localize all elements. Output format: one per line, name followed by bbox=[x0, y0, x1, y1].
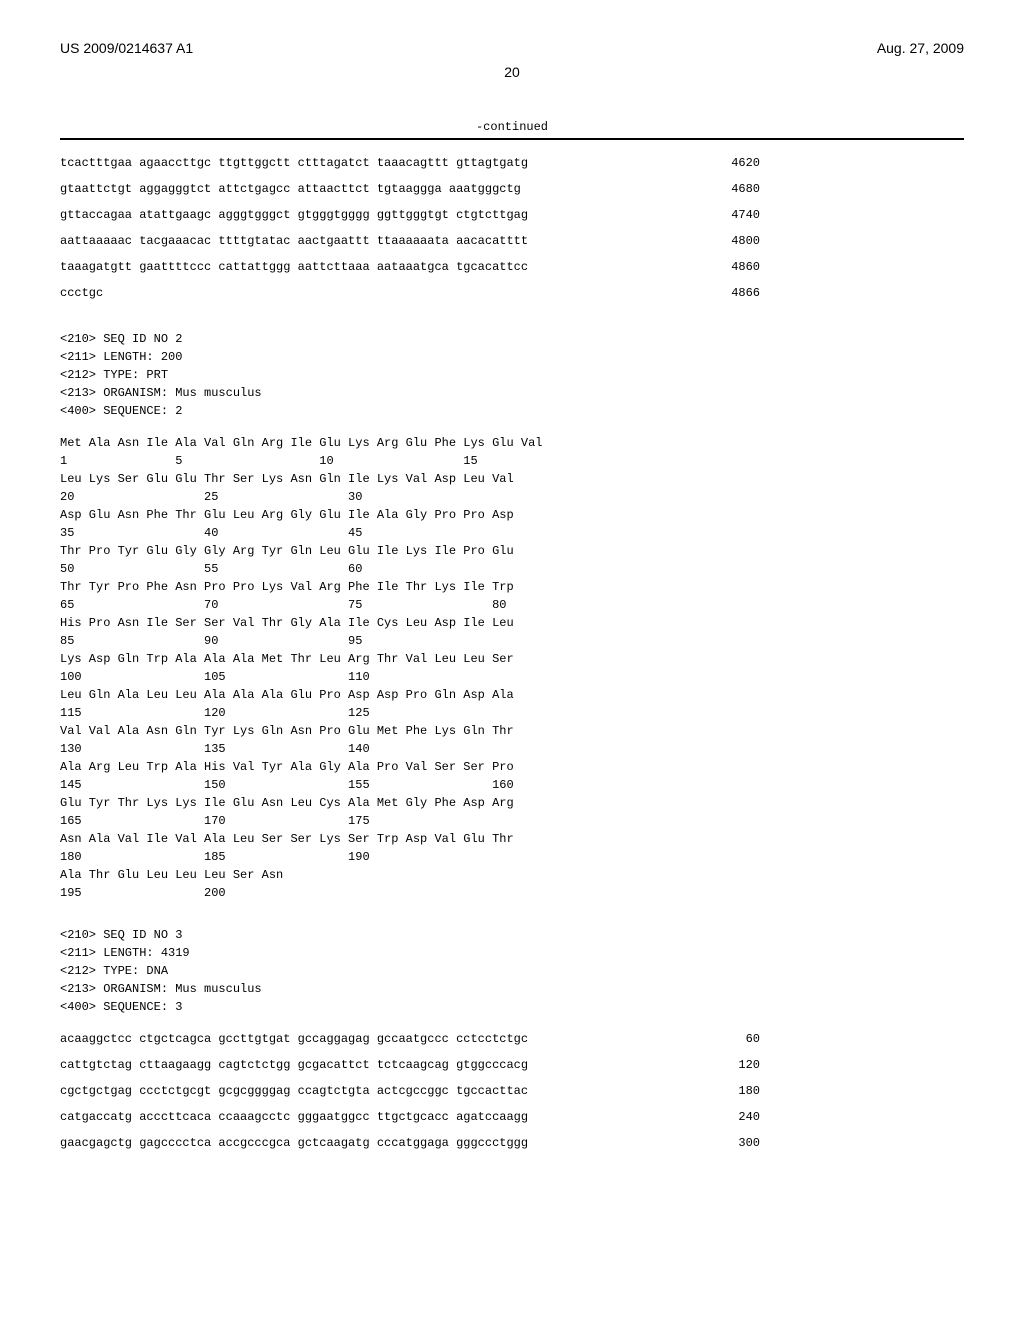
document-date: Aug. 27, 2009 bbox=[877, 40, 964, 56]
sequence-line: <210> SEQ ID NO 2 bbox=[60, 330, 964, 348]
sequence-3-header: <210> SEQ ID NO 3<211> LENGTH: 4319<212>… bbox=[60, 926, 964, 1016]
sequence-line: Leu Lys Ser Glu Glu Thr Ser Lys Asn Gln … bbox=[60, 470, 964, 488]
sequence-2-header: <210> SEQ ID NO 2<211> LENGTH: 200<212> … bbox=[60, 330, 964, 420]
sequence-line: Val Val Ala Asn Gln Tyr Lys Gln Asn Pro … bbox=[60, 722, 964, 740]
page-number: 20 bbox=[60, 64, 964, 80]
sequence-position: 4740 bbox=[680, 206, 760, 224]
sequence-line: catgaccatg acccttcaca ccaaagcctc gggaatg… bbox=[60, 1108, 760, 1126]
sequence-line: 1 5 10 15 bbox=[60, 452, 964, 470]
sequence-line: <213> ORGANISM: Mus musculus bbox=[60, 384, 964, 402]
sequence-line: gtaattctgt aggagggtct attctgagcc attaact… bbox=[60, 180, 760, 198]
sequence-text: gttaccagaa atattgaagc agggtgggct gtgggtg… bbox=[60, 206, 528, 224]
sequence-line: Ala Thr Glu Leu Leu Leu Ser Asn bbox=[60, 866, 964, 884]
sequence-position: 120 bbox=[680, 1056, 760, 1074]
sequence-position: 4680 bbox=[680, 180, 760, 198]
sequence-3-block: acaaggctcc ctgctcagca gccttgtgat gccagga… bbox=[60, 1030, 964, 1160]
sequence-position: 240 bbox=[680, 1108, 760, 1126]
sequence-line: <210> SEQ ID NO 3 bbox=[60, 926, 964, 944]
sequence-line: 65 70 75 80 bbox=[60, 596, 964, 614]
sequence-line: 85 90 95 bbox=[60, 632, 964, 650]
sequence-line: 100 105 110 bbox=[60, 668, 964, 686]
separator-line bbox=[60, 138, 964, 140]
sequence-line: <213> ORGANISM: Mus musculus bbox=[60, 980, 964, 998]
sequence-1-block: tcactttgaa agaaccttgc ttgttggctt ctttaga… bbox=[60, 154, 964, 310]
sequence-line: aattaaaaac tacgaaacac ttttgtatac aactgaa… bbox=[60, 232, 760, 250]
sequence-text: taaagatgtt gaattttccc cattattggg aattctt… bbox=[60, 258, 528, 276]
sequence-line: <211> LENGTH: 200 bbox=[60, 348, 964, 366]
sequence-line: taaagatgtt gaattttccc cattattggg aattctt… bbox=[60, 258, 760, 276]
header-row: US 2009/0214637 A1 Aug. 27, 2009 bbox=[60, 40, 964, 56]
sequence-line: Asp Glu Asn Phe Thr Glu Leu Arg Gly Glu … bbox=[60, 506, 964, 524]
sequence-position: 4620 bbox=[680, 154, 760, 172]
sequence-position: 4860 bbox=[680, 258, 760, 276]
sequence-position: 4800 bbox=[680, 232, 760, 250]
sequence-position: 60 bbox=[680, 1030, 760, 1048]
sequence-line: gttaccagaa atattgaagc agggtgggct gtgggtg… bbox=[60, 206, 760, 224]
sequence-line: cgctgctgag ccctctgcgt gcgcggggag ccagtct… bbox=[60, 1082, 760, 1100]
sequence-line: <400> SEQUENCE: 2 bbox=[60, 402, 964, 420]
sequence-position: 300 bbox=[680, 1134, 760, 1152]
sequence-position: 180 bbox=[680, 1082, 760, 1100]
sequence-line: His Pro Asn Ile Ser Ser Val Thr Gly Ala … bbox=[60, 614, 964, 632]
continued-label: -continued bbox=[60, 120, 964, 134]
sequence-line: tcactttgaa agaaccttgc ttgttggctt ctttaga… bbox=[60, 154, 760, 172]
sequence-line: Thr Tyr Pro Phe Asn Pro Pro Lys Val Arg … bbox=[60, 578, 964, 596]
sequence-line: cattgtctag cttaagaagg cagtctctgg gcgacat… bbox=[60, 1056, 760, 1074]
sequence-2-block: Met Ala Asn Ile Ala Val Gln Arg Ile Glu … bbox=[60, 434, 964, 902]
sequence-line: 130 135 140 bbox=[60, 740, 964, 758]
sequence-line: Asn Ala Val Ile Val Ala Leu Ser Ser Lys … bbox=[60, 830, 964, 848]
sequence-line: 50 55 60 bbox=[60, 560, 964, 578]
sequence-text: ccctgc bbox=[60, 284, 103, 302]
sequence-text: acaaggctcc ctgctcagca gccttgtgat gccagga… bbox=[60, 1030, 528, 1048]
sequence-line: 115 120 125 bbox=[60, 704, 964, 722]
sequence-line: 20 25 30 bbox=[60, 488, 964, 506]
sequence-text: cgctgctgag ccctctgcgt gcgcggggag ccagtct… bbox=[60, 1082, 528, 1100]
sequence-line: Leu Gln Ala Leu Leu Ala Ala Ala Glu Pro … bbox=[60, 686, 964, 704]
sequence-position: 4866 bbox=[680, 284, 760, 302]
sequence-line: <212> TYPE: PRT bbox=[60, 366, 964, 384]
sequence-line: <211> LENGTH: 4319 bbox=[60, 944, 964, 962]
sequence-line: Lys Asp Gln Trp Ala Ala Ala Met Thr Leu … bbox=[60, 650, 964, 668]
sequence-line: <212> TYPE: DNA bbox=[60, 962, 964, 980]
sequence-text: gaacgagctg gagcccctca accgcccgca gctcaag… bbox=[60, 1134, 528, 1152]
sequence-line: Ala Arg Leu Trp Ala His Val Tyr Ala Gly … bbox=[60, 758, 964, 776]
sequence-line: 180 185 190 bbox=[60, 848, 964, 866]
sequence-text: gtaattctgt aggagggtct attctgagcc attaact… bbox=[60, 180, 521, 198]
sequence-text: tcactttgaa agaaccttgc ttgttggctt ctttaga… bbox=[60, 154, 528, 172]
sequence-line: Thr Pro Tyr Glu Gly Gly Arg Tyr Gln Leu … bbox=[60, 542, 964, 560]
sequence-line: 35 40 45 bbox=[60, 524, 964, 542]
sequence-line: ccctgc 4866 bbox=[60, 284, 760, 302]
sequence-line: 195 200 bbox=[60, 884, 964, 902]
sequence-line: <400> SEQUENCE: 3 bbox=[60, 998, 964, 1016]
sequence-line: 145 150 155 160 bbox=[60, 776, 964, 794]
sequence-line: gaacgagctg gagcccctca accgcccgca gctcaag… bbox=[60, 1134, 760, 1152]
sequence-text: cattgtctag cttaagaagg cagtctctgg gcgacat… bbox=[60, 1056, 528, 1074]
sequence-line: Glu Tyr Thr Lys Lys Ile Glu Asn Leu Cys … bbox=[60, 794, 964, 812]
document-id: US 2009/0214637 A1 bbox=[60, 40, 193, 56]
sequence-text: catgaccatg acccttcaca ccaaagcctc gggaatg… bbox=[60, 1108, 528, 1126]
sequence-text: aattaaaaac tacgaaacac ttttgtatac aactgaa… bbox=[60, 232, 528, 250]
sequence-line: 165 170 175 bbox=[60, 812, 964, 830]
sequence-line: acaaggctcc ctgctcagca gccttgtgat gccagga… bbox=[60, 1030, 760, 1048]
sequence-line: Met Ala Asn Ile Ala Val Gln Arg Ile Glu … bbox=[60, 434, 964, 452]
